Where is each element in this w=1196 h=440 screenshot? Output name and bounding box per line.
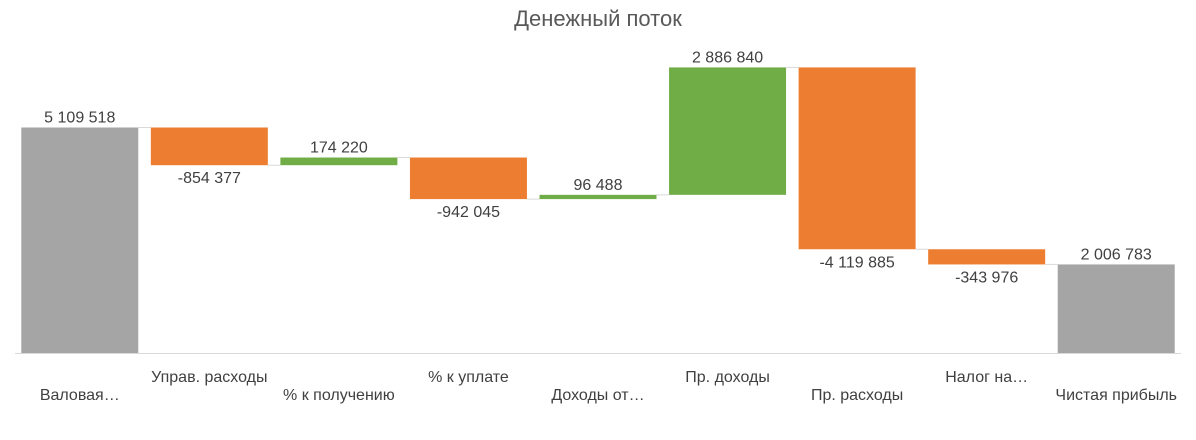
- waterfall-bar: [280, 157, 398, 166]
- category-label: Налог на…: [945, 369, 1028, 386]
- data-label: -343 976: [955, 269, 1018, 286]
- waterfall-bar: [928, 249, 1046, 265]
- category-label: Пр. доходы: [685, 369, 770, 386]
- data-label: 96 488: [574, 177, 623, 194]
- data-label: 174 220: [310, 140, 368, 157]
- data-label: -854 377: [178, 170, 241, 187]
- category-label: Чистая прибыль: [1055, 387, 1177, 404]
- data-label: 2 886 840: [692, 49, 763, 66]
- waterfall-bar: [669, 67, 787, 195]
- category-label: % к уплате: [428, 369, 509, 386]
- waterfall-bar: [798, 67, 916, 250]
- waterfall-bar: [539, 194, 657, 200]
- waterfall-bar: [150, 127, 268, 166]
- data-label: 5 109 518: [44, 110, 115, 127]
- waterfall-bar: [21, 127, 139, 353]
- category-label: Управ. расходы: [151, 369, 267, 386]
- data-label: -942 045: [437, 204, 500, 221]
- chart-title: Денежный поток: [514, 6, 682, 31]
- data-label: 2 006 783: [1081, 246, 1152, 263]
- category-label: Валовая…: [40, 387, 120, 404]
- waterfall-bar: [409, 157, 527, 200]
- data-label: -4 119 885: [819, 254, 894, 271]
- category-label: Доходы от…: [551, 387, 644, 404]
- category-label: Пр. расходы: [811, 387, 903, 404]
- waterfall-bar: [1057, 264, 1175, 353]
- category-label: % к получению: [283, 387, 395, 404]
